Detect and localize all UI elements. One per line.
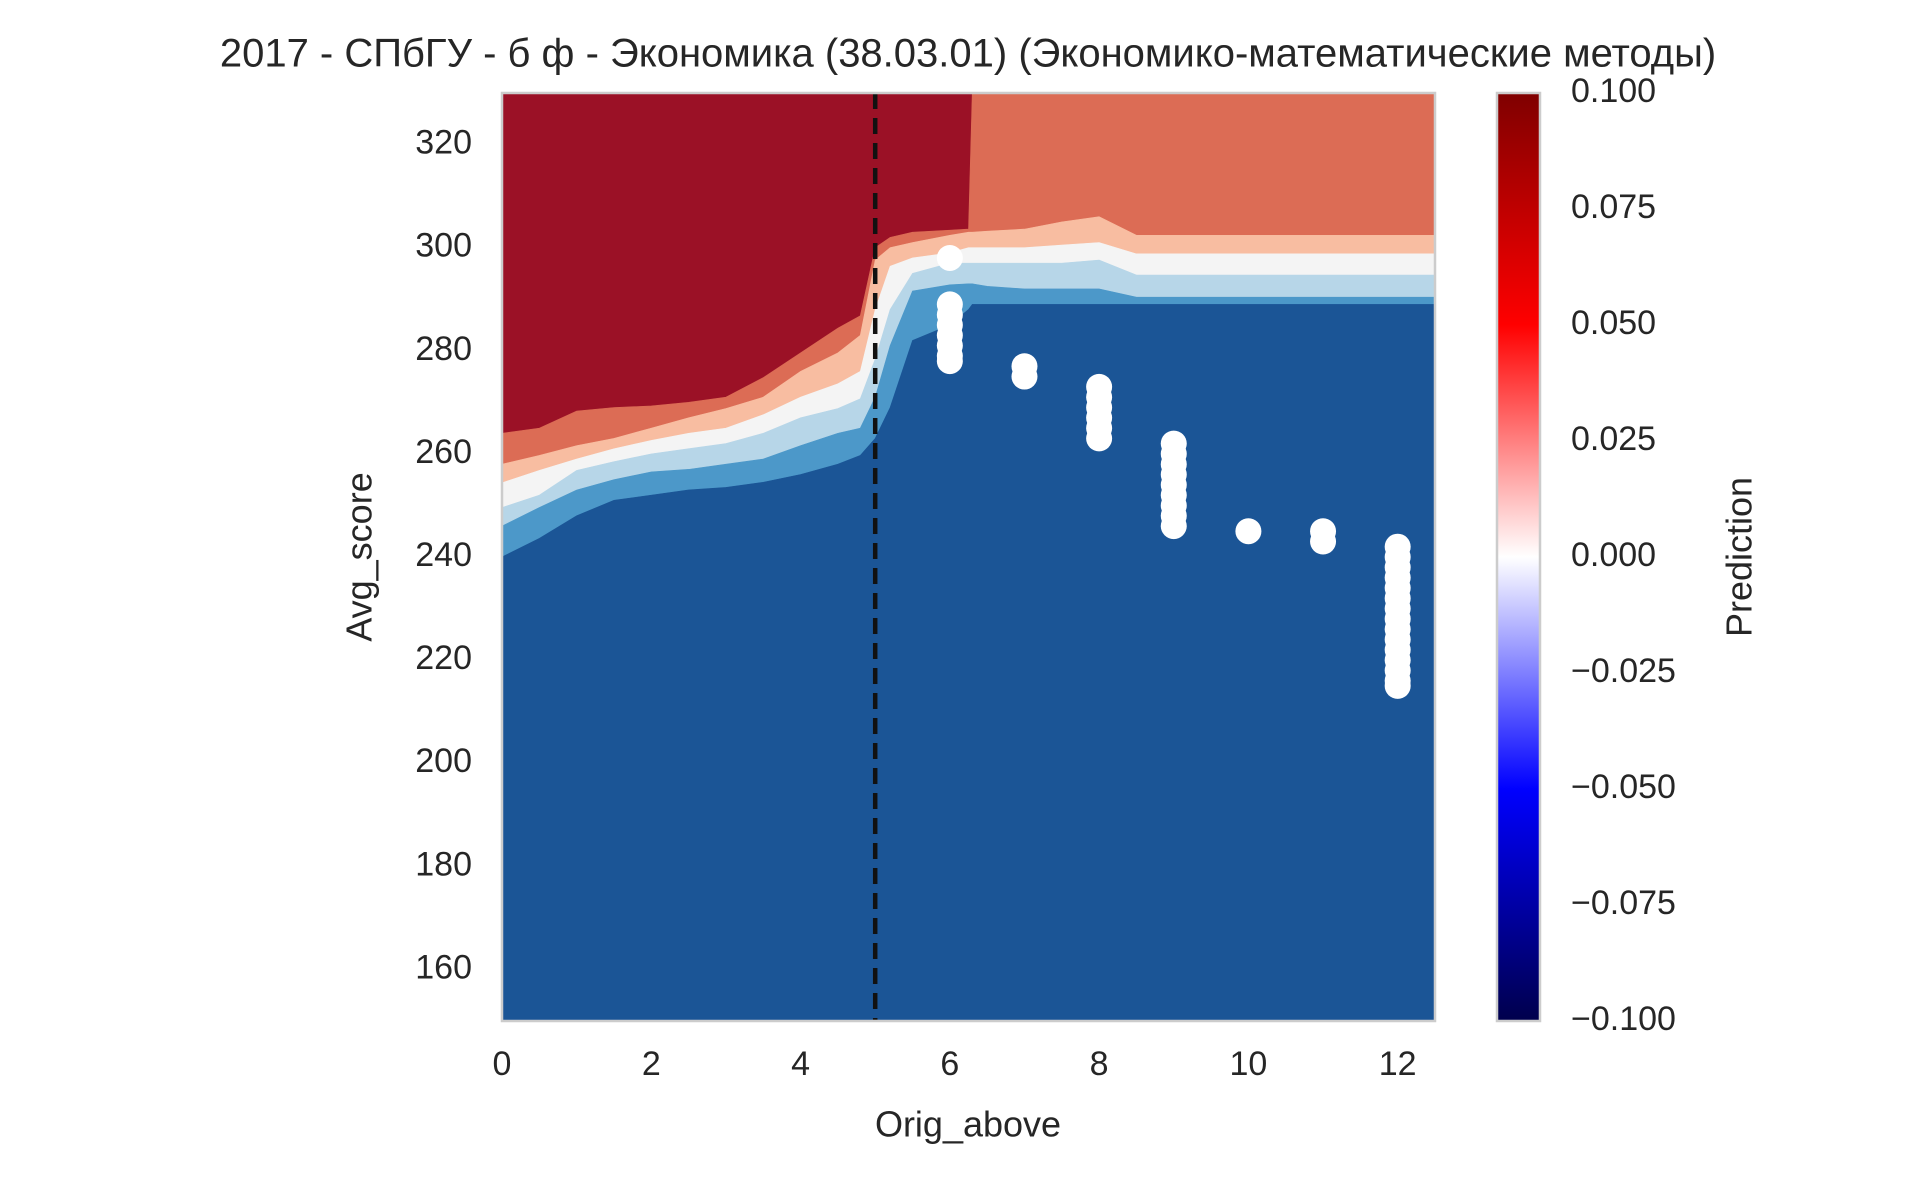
scatter-point [1011, 363, 1038, 390]
scatter-point [1384, 672, 1411, 699]
colorbar-tick-label: 0.100 [1571, 72, 1656, 110]
scatter-point [936, 244, 963, 271]
x-tick-label: 0 [493, 1045, 512, 1083]
y-tick-label: 240 [415, 536, 472, 574]
colorbar-tick-label: 0.050 [1571, 304, 1656, 342]
colorbar-tick-label: 0.000 [1571, 536, 1656, 574]
x-tick-label: 6 [940, 1045, 959, 1083]
scatter-point [1235, 518, 1262, 545]
colorbar-tick-label: 0.075 [1571, 188, 1656, 226]
y-tick-label: 160 [415, 948, 472, 986]
plot-area [502, 93, 1435, 1021]
y-axis-label: Avg_score [339, 472, 380, 641]
colorbar-tick-label: −0.025 [1571, 652, 1676, 690]
scatter-point [1310, 528, 1337, 555]
y-tick-label: 280 [415, 330, 472, 368]
scatter-point [936, 348, 963, 375]
scatter-point [1160, 513, 1187, 540]
colorbar [1495, 91, 1542, 1023]
colorbar-tick-label: 0.025 [1571, 420, 1656, 458]
colorbar-tick-label: −0.050 [1571, 768, 1676, 806]
chart-title: 2017 - СПбГУ - б ф - Экономика (38.03.01… [220, 32, 1716, 76]
x-tick-label: 10 [1229, 1045, 1267, 1083]
colorbar-tick-label: −0.075 [1571, 884, 1676, 922]
y-tick-label: 200 [415, 742, 472, 780]
plot-frame [500, 91, 1437, 1023]
y-tick-label: 260 [415, 433, 472, 471]
colorbar-label: Prediction [1719, 477, 1760, 637]
x-tick-label: 2 [642, 1045, 661, 1083]
x-tick-label: 12 [1379, 1045, 1417, 1083]
x-axis-label: Orig_above [875, 1104, 1061, 1145]
scatter-point [1086, 425, 1113, 452]
y-tick-label: 220 [415, 639, 472, 677]
x-tick-label: 4 [791, 1045, 810, 1083]
y-tick-label: 320 [415, 124, 472, 162]
y-tick-label: 300 [415, 227, 472, 265]
colorbar-tick-label: −0.100 [1571, 1000, 1676, 1038]
y-tick-label: 180 [415, 845, 472, 883]
x-tick-label: 8 [1090, 1045, 1109, 1083]
